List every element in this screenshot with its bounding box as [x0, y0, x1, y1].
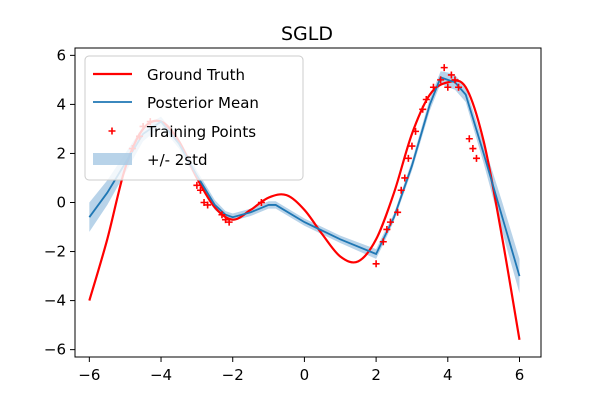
legend-label: Training Points — [146, 123, 256, 141]
training-point — [401, 174, 409, 182]
training-point — [465, 135, 473, 143]
training-point — [372, 260, 380, 268]
training-point — [196, 186, 204, 194]
training-point — [447, 71, 455, 79]
y-tick-label: 2 — [56, 144, 66, 162]
training-point — [200, 199, 208, 206]
legend-swatch-std-band — [93, 153, 132, 165]
training-point — [451, 76, 459, 84]
x-tick-label: 2 — [371, 366, 381, 384]
training-point — [469, 145, 477, 153]
training-point — [440, 64, 448, 72]
training-point — [437, 76, 445, 84]
training-point — [422, 96, 430, 103]
training-point — [397, 186, 405, 194]
chart-title: SGLD — [281, 23, 333, 45]
training-point — [408, 142, 416, 150]
training-point — [225, 218, 233, 226]
legend-label: +/- 2std — [147, 151, 208, 169]
training-point — [472, 154, 480, 162]
training-point — [444, 83, 452, 91]
x-tick-label: 4 — [443, 366, 453, 384]
legend-box — [84, 55, 304, 181]
training-point — [222, 216, 230, 224]
x-tick-label: 6 — [515, 366, 525, 384]
training-point — [386, 218, 394, 226]
x-tick-label: −4 — [150, 366, 172, 384]
y-tick-label: −2 — [44, 243, 66, 261]
legend-label: Ground Truth — [147, 66, 245, 84]
training-point — [257, 199, 265, 206]
training-point — [404, 154, 412, 162]
training-point — [218, 211, 226, 219]
y-tick-label: 4 — [56, 95, 66, 113]
training-point — [455, 83, 463, 91]
x-tick-label: 0 — [300, 366, 310, 384]
training-point — [412, 127, 420, 135]
legend-swatch-training-points — [108, 127, 116, 135]
y-tick-label: −4 — [44, 292, 66, 310]
training-point — [429, 83, 437, 91]
legend-label: Posterior Mean — [147, 94, 259, 112]
training-point — [383, 225, 391, 233]
legend: Ground Truth Posterior Mean Training Point… — [84, 55, 304, 181]
y-tick-label: 0 — [56, 194, 66, 212]
training-point — [394, 208, 402, 216]
training-point — [419, 105, 427, 113]
training-point — [379, 238, 387, 246]
training-point — [193, 181, 201, 189]
y-tick-label: −6 — [44, 341, 66, 359]
y-tick-label: 6 — [56, 46, 66, 64]
axes: −6 −4 −2 0 2 4 6 −6 −4 −2 0 2 4 6 — [44, 46, 542, 384]
training-point — [204, 201, 212, 209]
x-tick-label: −6 — [78, 366, 100, 384]
x-tick-label: −2 — [222, 366, 244, 384]
